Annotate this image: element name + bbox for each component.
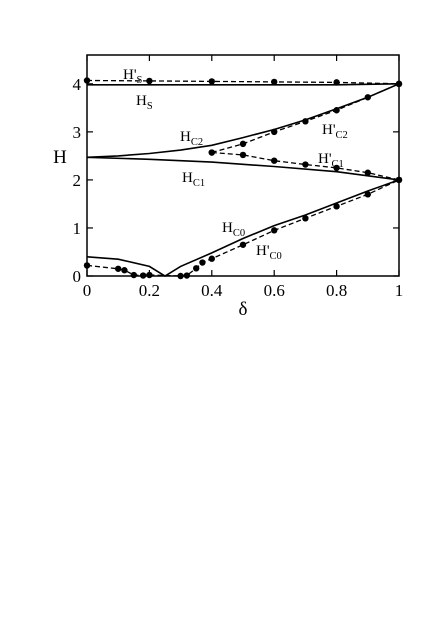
series-line-h-s — [86, 79, 400, 85]
series-label-main: H' — [322, 122, 336, 138]
data-point-h-c0 — [271, 227, 278, 234]
series-label-main: H' — [256, 243, 270, 259]
series-line-hc0 — [86, 179, 400, 277]
data-point-h-c0 — [177, 272, 184, 280]
series-line-hc1 — [86, 156, 400, 181]
series-label-h-s: H'S — [123, 67, 143, 86]
data-point-h-c0 — [199, 259, 206, 266]
series-label-sub: C0 — [233, 228, 245, 239]
y-tick-label: 2 — [73, 171, 82, 190]
data-point-h-s — [146, 77, 153, 85]
series-label-sub: C0 — [270, 251, 282, 262]
x-tick-label: 0.4 — [201, 281, 223, 300]
data-point-h-s — [333, 79, 340, 86]
data-point-h-c1 — [364, 169, 371, 176]
x-tick-label: 0.8 — [326, 281, 347, 300]
series-label-sub: S — [137, 75, 143, 86]
series-label-main: H' — [123, 67, 137, 83]
series-label-sub: C1 — [332, 159, 344, 170]
data-point-h-c0 — [115, 265, 122, 272]
series-label-hs: HS — [136, 93, 153, 112]
data-point-h-c2 — [395, 80, 403, 88]
series-label-sub: S — [147, 101, 153, 112]
series-label-main: H' — [318, 151, 332, 167]
x-tick-label: 0 — [83, 281, 92, 300]
series-label-main: H — [180, 129, 191, 145]
data-point-h-c0 — [364, 191, 371, 198]
y-tick-label: 3 — [73, 123, 82, 142]
series-label-main: H — [182, 170, 193, 186]
axis-ticks: 0 0.2 0.4 0.6 0.8 1 0 1 2 3 4 — [73, 55, 404, 300]
data-point-h-c0 — [183, 272, 191, 279]
marker-layer — [83, 77, 403, 280]
data-point-h-c2 — [239, 140, 247, 148]
data-point-h-c0 — [395, 176, 403, 184]
data-point-h-s — [83, 77, 91, 84]
data-point-h-c0 — [208, 255, 215, 262]
data-point-h-c0 — [121, 267, 128, 274]
series-label-sub: C1 — [193, 178, 205, 189]
x-tick-label: 0.6 — [264, 281, 285, 300]
data-point-h-c2 — [364, 94, 371, 101]
x-axis-title: δ — [239, 299, 248, 320]
data-point-h-c0 — [146, 271, 153, 279]
data-point-h-c1 — [333, 164, 340, 172]
y-axis-title: H — [53, 147, 67, 168]
series-label-hc0: HC0 — [222, 220, 245, 239]
series-label-main: H — [222, 220, 233, 236]
series-label-main: H — [136, 93, 147, 109]
data-point-h-c0 — [333, 203, 340, 210]
data-point-h-c1 — [239, 151, 247, 159]
data-point-h-c0 — [193, 265, 200, 272]
series-line-hc2 — [86, 83, 400, 159]
series-label-h-c2: H'C2 — [322, 122, 348, 141]
series-label-hc2: HC2 — [180, 129, 203, 148]
data-point-h-c0 — [239, 241, 247, 248]
data-point-h-c2 — [302, 118, 309, 125]
series-label-sub: C2 — [191, 137, 203, 148]
data-point-h-c2 — [271, 128, 278, 136]
series-label-sub: C2 — [336, 130, 348, 141]
series-label-h-c0: H'C0 — [256, 243, 282, 262]
y-tick-label: 1 — [73, 219, 82, 238]
data-point-h-c0 — [130, 271, 137, 279]
data-point-h-c0 — [83, 262, 91, 269]
data-point-h-c0 — [302, 215, 309, 222]
data-point-h-s — [208, 78, 215, 85]
data-point-h-c0 — [139, 272, 147, 279]
data-point-h-c1 — [208, 149, 215, 156]
y-tick-label: 4 — [73, 75, 82, 94]
data-point-h-c1 — [271, 157, 278, 164]
data-point-h-c1 — [302, 161, 309, 168]
y-tick-label: 0 — [73, 267, 82, 286]
x-tick-label: 1 — [395, 281, 404, 300]
data-point-h-s — [271, 78, 278, 86]
series-label-hc1: HC1 — [182, 170, 205, 189]
x-tick-label: 0.2 — [139, 281, 160, 300]
series-label-h-c1: H'C1 — [318, 151, 344, 170]
plot-frame — [86, 54, 400, 277]
data-point-h-c2 — [333, 107, 340, 114]
series-line-hs — [87, 83, 400, 86]
